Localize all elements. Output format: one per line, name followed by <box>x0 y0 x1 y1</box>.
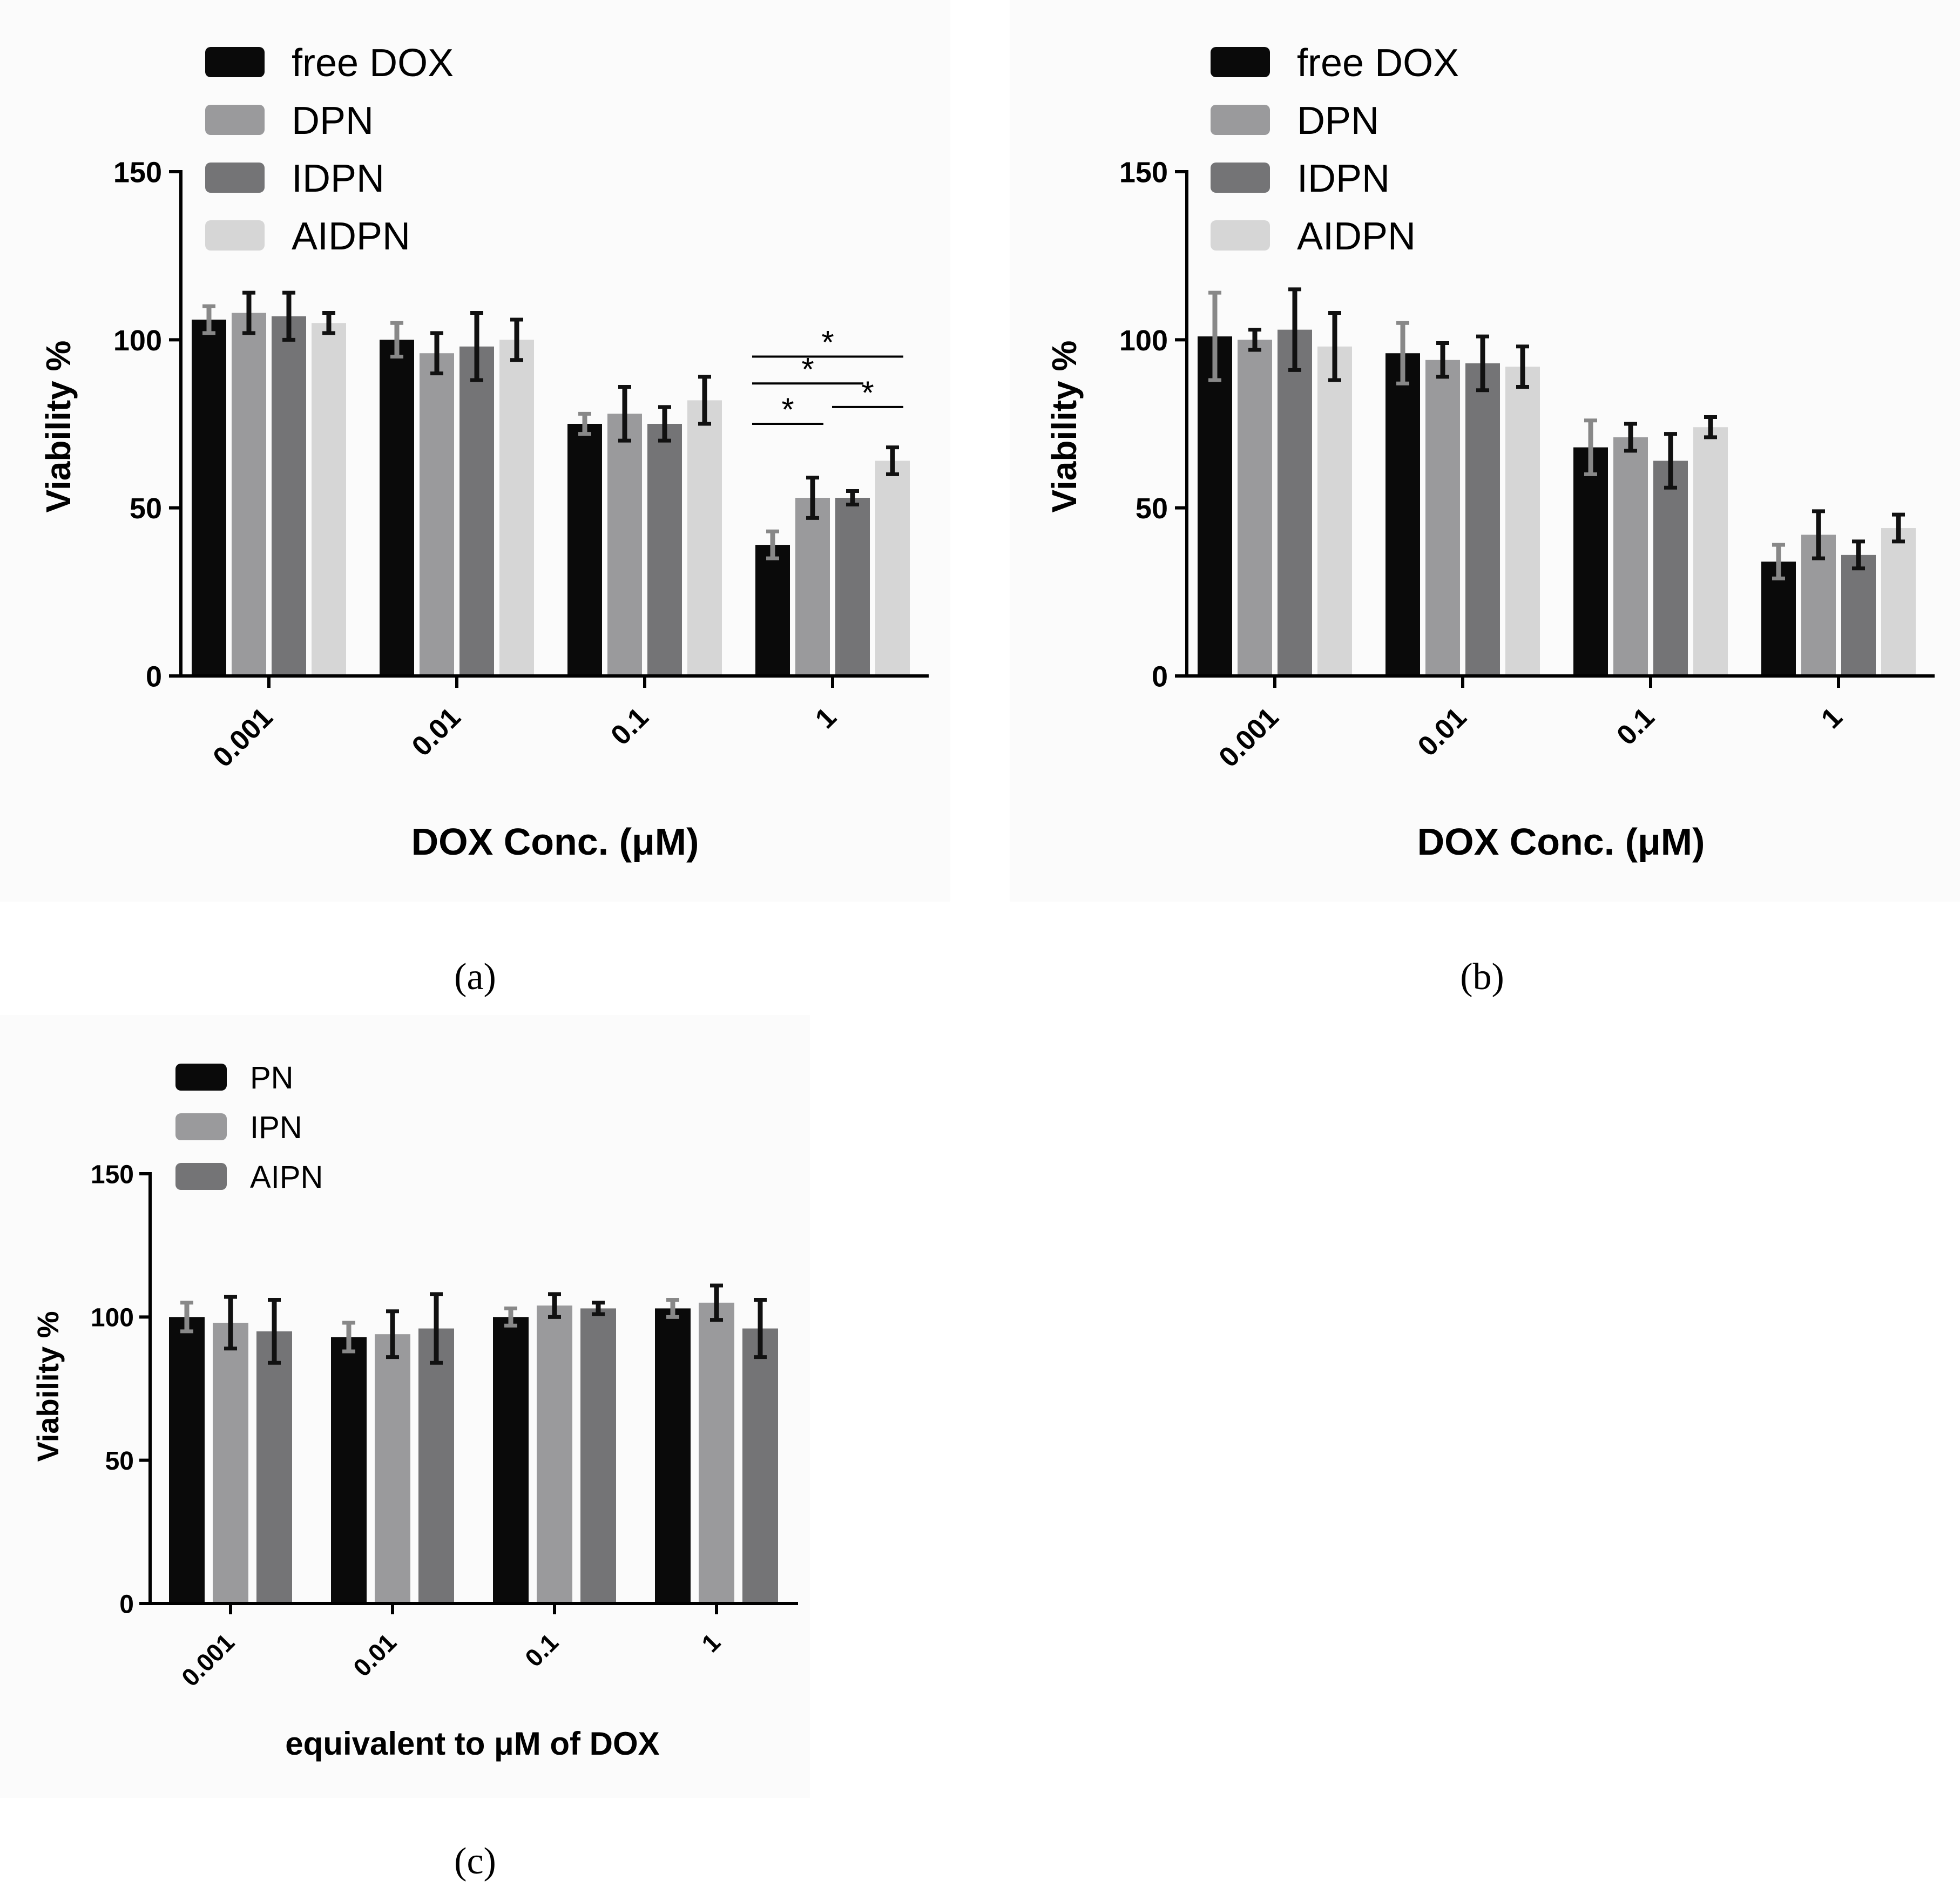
bar-a-series3-cat2 <box>687 400 722 676</box>
bar-a-series0-cat2 <box>567 424 602 676</box>
bar-c-series0-cat1 <box>331 1337 367 1604</box>
bar-a-series0-cat3 <box>755 545 790 676</box>
bar-c-series2-cat3 <box>742 1328 778 1604</box>
bar-c-series1-cat3 <box>699 1302 734 1604</box>
legend-swatch-a-1 <box>205 105 265 135</box>
y-tick-label-a-3: 150 <box>113 156 162 188</box>
bar-b-series1-cat2 <box>1613 437 1648 676</box>
bar-c-series1-cat0 <box>213 1322 248 1604</box>
significance-star-a-1: * <box>801 351 814 387</box>
bar-a-series2-cat2 <box>647 424 682 676</box>
legend-label-c-2: AIPN <box>250 1160 323 1195</box>
bar-b-series1-cat0 <box>1238 340 1272 676</box>
bar-a-series2-cat1 <box>459 346 494 676</box>
legend-label-a-3: AIDPN <box>292 215 410 258</box>
legend-label-a-0: free DOX <box>292 42 454 85</box>
y-tick-label-a-1: 50 <box>130 492 162 525</box>
legend-label-a-2: IDPN <box>292 157 384 200</box>
legend-swatch-c-1 <box>175 1113 227 1140</box>
panel-label-a: (a) <box>454 956 496 998</box>
y-axis-title-b: Viability % <box>1045 341 1084 513</box>
y-tick-label-b-2: 100 <box>1119 324 1168 357</box>
bar-a-series1-cat0 <box>232 313 266 676</box>
bar-b-series2-cat1 <box>1465 363 1500 676</box>
legend-label-c-1: IPN <box>250 1110 302 1145</box>
bar-a-series0-cat1 <box>380 340 414 676</box>
significance-star-a-2: * <box>781 391 794 428</box>
bar-b-series0-cat1 <box>1385 353 1420 676</box>
legend-label-c-0: PN <box>250 1060 294 1095</box>
bar-b-series3-cat2 <box>1693 427 1728 676</box>
y-tick-label-a-2: 100 <box>113 324 162 357</box>
panel-label-c: (c) <box>454 1841 496 1882</box>
legend-label-b-1: DPN <box>1297 99 1379 143</box>
x-axis-title-b: DOX Conc. (μM) <box>1417 821 1705 863</box>
legend-swatch-b-3 <box>1211 220 1270 251</box>
bar-a-series3-cat1 <box>499 340 534 676</box>
bar-a-series2-cat0 <box>272 316 306 676</box>
y-tick-label-b-3: 150 <box>1119 156 1168 188</box>
x-axis-title-a: DOX Conc. (μM) <box>411 821 699 863</box>
bar-a-series1-cat2 <box>607 414 642 676</box>
significance-star-a-3: * <box>861 375 874 411</box>
bar-b-series0-cat0 <box>1198 336 1232 676</box>
bar-c-series2-cat0 <box>256 1331 292 1604</box>
x-axis-title-c: equivalent to μM of DOX <box>285 1726 659 1762</box>
y-axis-title-a: Viability % <box>39 341 78 513</box>
legend-swatch-b-2 <box>1211 163 1270 193</box>
y-tick-label-c-2: 100 <box>91 1304 134 1332</box>
y-tick-label-c-1: 50 <box>105 1447 134 1476</box>
bar-b-series3-cat0 <box>1317 346 1352 676</box>
bar-b-series2-cat0 <box>1278 329 1312 676</box>
bar-b-series0-cat3 <box>1761 561 1796 676</box>
bar-b-series3-cat3 <box>1881 528 1916 676</box>
legend-swatch-c-2 <box>175 1163 227 1190</box>
bar-a-series1-cat3 <box>795 497 830 676</box>
bar-c-series0-cat3 <box>655 1308 691 1604</box>
bar-c-series1-cat1 <box>375 1334 410 1604</box>
bar-c-series2-cat2 <box>580 1308 616 1604</box>
legend-label-b-3: AIDPN <box>1297 215 1416 258</box>
bar-b-series0-cat2 <box>1573 447 1608 676</box>
panel-label-b: (b) <box>1460 956 1504 998</box>
bar-c-series0-cat0 <box>169 1317 205 1604</box>
bar-b-series1-cat1 <box>1425 360 1460 676</box>
bar-b-series2-cat2 <box>1653 461 1688 676</box>
legend-swatch-a-2 <box>205 163 265 193</box>
bar-a-series3-cat0 <box>312 323 346 676</box>
y-tick-label-b-0: 0 <box>1152 660 1168 693</box>
bar-a-series2-cat3 <box>835 497 870 676</box>
y-tick-label-c-3: 150 <box>91 1160 134 1189</box>
bar-a-series0-cat0 <box>192 319 226 676</box>
bar-a-series1-cat1 <box>420 353 454 676</box>
legend-swatch-c-0 <box>175 1064 227 1091</box>
legend-swatch-a-0 <box>205 47 265 77</box>
bar-c-series2-cat1 <box>418 1328 454 1604</box>
legend-swatch-a-3 <box>205 220 265 251</box>
bar-b-series2-cat3 <box>1841 554 1876 676</box>
legend-label-b-2: IDPN <box>1297 157 1390 200</box>
y-axis-title-c: Viability % <box>31 1311 65 1462</box>
bar-c-series1-cat2 <box>537 1305 572 1604</box>
bar-a-series3-cat3 <box>875 461 910 676</box>
legend-swatch-b-1 <box>1211 105 1270 135</box>
y-tick-label-c-0: 0 <box>119 1590 134 1619</box>
y-tick-label-a-0: 0 <box>146 660 162 693</box>
legend-swatch-b-0 <box>1211 47 1270 77</box>
significance-star-a-0: * <box>821 324 834 360</box>
y-tick-label-b-1: 50 <box>1136 492 1168 525</box>
bar-c-series0-cat2 <box>493 1317 529 1604</box>
bar-b-series3-cat1 <box>1505 367 1540 676</box>
legend-label-a-1: DPN <box>292 99 374 143</box>
legend-label-b-0: free DOX <box>1297 42 1459 85</box>
